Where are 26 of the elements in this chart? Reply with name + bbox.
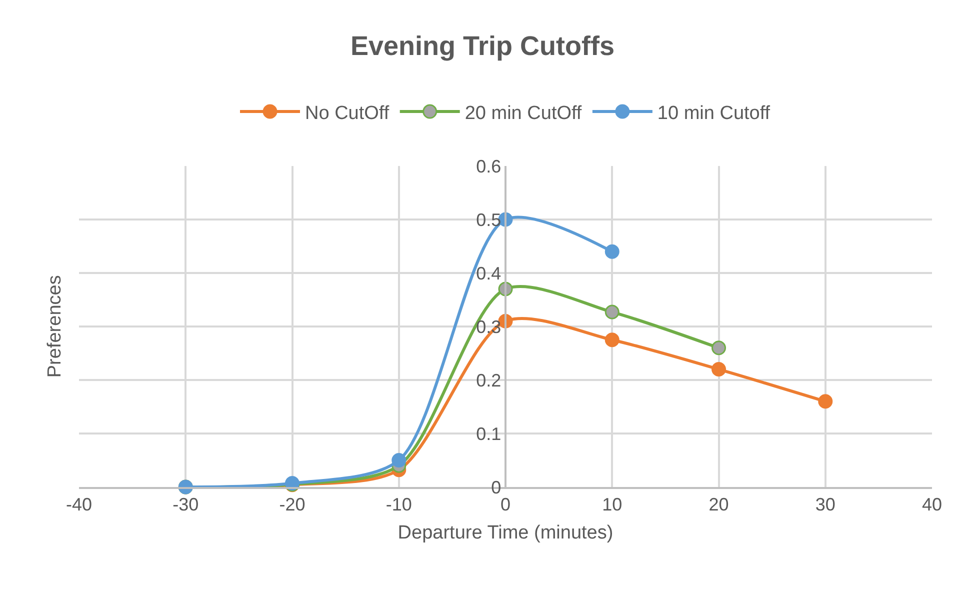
x-tick-label: -30 xyxy=(172,494,199,514)
x-tick-label: 10 xyxy=(602,494,622,514)
x-tick-label: 40 xyxy=(922,494,942,514)
x-tick-label: 30 xyxy=(815,494,836,514)
x-tick-label: -10 xyxy=(386,494,412,514)
point xyxy=(818,394,833,409)
point xyxy=(712,340,726,356)
point xyxy=(392,453,406,468)
y-tick-label: 0.1 xyxy=(476,424,502,444)
x-tick-label: -40 xyxy=(66,494,92,514)
legend-label: 10 min Cutoff xyxy=(657,102,771,124)
y-tick-label: 0.4 xyxy=(476,263,502,284)
x-axis-title: Departure Time (minutes) xyxy=(398,522,614,544)
y-axis-title: Preferences xyxy=(44,275,66,378)
chart-title: Evening Trip Cutoffs xyxy=(350,30,615,61)
point xyxy=(604,304,620,320)
x-tick-label: -20 xyxy=(279,494,306,514)
point xyxy=(712,362,726,377)
y-tick-label: 0.2 xyxy=(476,370,502,390)
point xyxy=(604,332,620,348)
point xyxy=(604,244,620,259)
legend-label: No CutOff xyxy=(305,102,390,124)
y-tick-label: 0 xyxy=(491,477,502,498)
y-tick-label: 0.6 xyxy=(476,156,502,176)
x-tick-label: 20 xyxy=(708,494,729,514)
legend-label: 20 min CutOff xyxy=(464,102,582,124)
